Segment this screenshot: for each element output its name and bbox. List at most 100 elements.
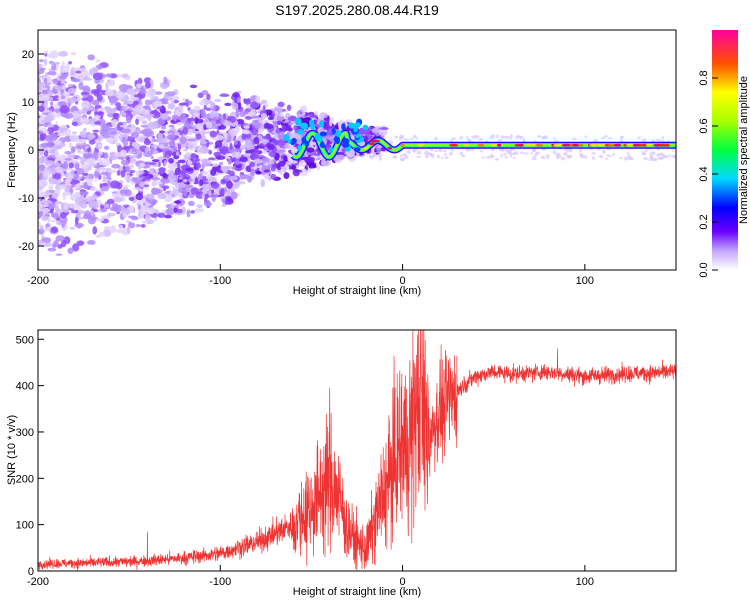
spectrogram-noise-blob [50, 219, 56, 223]
spectrogram-noise-blob [114, 152, 124, 158]
spectrogram-noise-blob [55, 166, 63, 174]
spectrogram-noise-blob [121, 136, 127, 143]
spectrogram-noise-blob [98, 144, 103, 148]
spectrogram-noise-blob [168, 124, 175, 128]
spectrogram-noise-blob [49, 166, 58, 175]
colorbar-tick-label: 0.4 [698, 166, 710, 181]
spectrogram-noise-blob [158, 167, 166, 174]
spectrogram-noise-blob [188, 109, 197, 114]
spectrogram-noise-blob [278, 113, 284, 118]
snr-xtick-label: -100 [209, 576, 231, 588]
spectrogram-noise-blob [100, 171, 110, 176]
spectrogram-noise-blob [429, 148, 434, 152]
spectrogram-noise-blob [118, 83, 129, 92]
spectrogram-noise-blob [250, 134, 256, 139]
spectrogram-noise-blob [441, 156, 444, 160]
spectrogram-noise-blob [93, 163, 98, 167]
spectrogram-noise-blob [118, 224, 124, 230]
spectrogram-noise-blob [83, 181, 88, 190]
spectrogram-noise-blob [38, 212, 42, 219]
spectrogram-noise-blob [138, 188, 145, 192]
spectrogram-noise-blob [297, 113, 305, 117]
spectrogram-noise-blob [115, 102, 121, 108]
spectrogram-noise-blob [165, 208, 175, 216]
spectrogram-noise-blob [201, 181, 209, 185]
snr-ytick-label: 100 [16, 520, 34, 532]
spectrogram-noise-blob [399, 137, 403, 141]
spectrogram-noise-blob [132, 112, 136, 117]
spectrogram-transition-patch [342, 143, 350, 148]
spectrogram-noise-blob [444, 156, 449, 159]
carrier-hot-spot [572, 143, 580, 147]
spectrogram-noise-blob [109, 180, 120, 189]
spectrogram-ytick-label: -10 [18, 193, 34, 205]
spectrogram-noise-blob [394, 135, 398, 139]
spectrogram-noise-blob [38, 115, 41, 119]
spectrogram-noise-blob [92, 66, 99, 75]
carrier-hot-spot [497, 143, 502, 147]
spectrogram-noise-blob [60, 239, 67, 248]
spectrogram-noise-blob [93, 89, 100, 97]
spectrogram-noise-blob [149, 136, 153, 142]
spectrogram-noise-blob [348, 150, 356, 155]
spectrogram-noise-blob [246, 133, 252, 139]
spectrogram-noise-blob [478, 138, 483, 141]
spectrogram-noise-blob [563, 151, 568, 156]
spectrogram-noise-blob [156, 106, 164, 110]
spectrogram-noise-blob [79, 68, 88, 77]
spectrogram-y-label: Frequency (Hz) [6, 112, 18, 188]
spectrogram-noise-blob [471, 135, 476, 139]
spectrogram-noise-blob [139, 214, 144, 219]
spectrogram-noise-blob [179, 136, 187, 145]
spectrogram-noise-blob [262, 138, 268, 145]
spectrogram-noise-blob [567, 155, 573, 158]
spectrogram-noise-blob [82, 85, 91, 94]
spectrogram-noise-blob [95, 59, 101, 63]
spectrogram-noise-blob [644, 149, 648, 152]
spectrogram-transition-patch [329, 146, 334, 153]
spectrogram-transition-patch [333, 135, 340, 143]
spectrogram-noise-blob [58, 127, 68, 132]
spectrogram-noise-blob [177, 143, 182, 151]
carrier-hot-spot [490, 143, 498, 147]
spectrogram-noise-blob [500, 135, 505, 139]
spectrogram-noise-blob [53, 201, 63, 205]
spectrogram-noise-blob [152, 149, 159, 155]
spectrogram-noise-blob [105, 137, 115, 144]
spectrogram-noise-blob [53, 85, 64, 90]
spectrogram-noise-blob [176, 208, 183, 214]
spectrogram-noise-blob [73, 170, 78, 174]
spectrogram-noise-blob [122, 186, 128, 191]
spectrogram-noise-blob [215, 123, 222, 127]
spectrogram-noise-blob [103, 152, 109, 160]
spectrogram-noise-blob [412, 134, 416, 139]
spectrogram-noise-blob [553, 137, 556, 140]
spectrogram-noise-blob [309, 165, 314, 169]
spectrogram-noise-blob [54, 171, 62, 180]
spectrogram-noise-blob [142, 128, 153, 137]
spectrogram-noise-blob [47, 247, 57, 252]
spectrogram-noise-blob [392, 155, 397, 160]
spectrogram-noise-blob [201, 89, 209, 96]
spectrogram-noise-blob [93, 151, 98, 161]
spectrogram-noise-blob [115, 91, 125, 100]
spectrogram-noise-blob [377, 144, 383, 149]
spectrogram-noise-blob [540, 155, 546, 160]
spectrogram-noise-blob [190, 210, 196, 214]
spectrogram-noise-blob [313, 119, 317, 125]
spectrogram-transition-patch [309, 119, 315, 127]
spectrogram-noise-blob [53, 212, 59, 220]
spectrogram-noise-blob [637, 136, 642, 140]
spectrogram-noise-blob [152, 89, 157, 98]
spectrogram-noise-blob [53, 240, 59, 246]
spectrogram-noise-blob [599, 154, 603, 159]
snr-xtick-label: 0 [400, 576, 406, 588]
spectrogram-noise-blob [245, 149, 253, 154]
carrier-hot-spot [514, 143, 521, 147]
spectrogram-transition-patch [353, 125, 358, 133]
spectrogram-noise-blob [168, 158, 174, 164]
spectrogram-noise-blob [668, 154, 672, 157]
carrier-hot-spot [535, 143, 544, 147]
spectrogram-noise-blob [579, 148, 582, 153]
